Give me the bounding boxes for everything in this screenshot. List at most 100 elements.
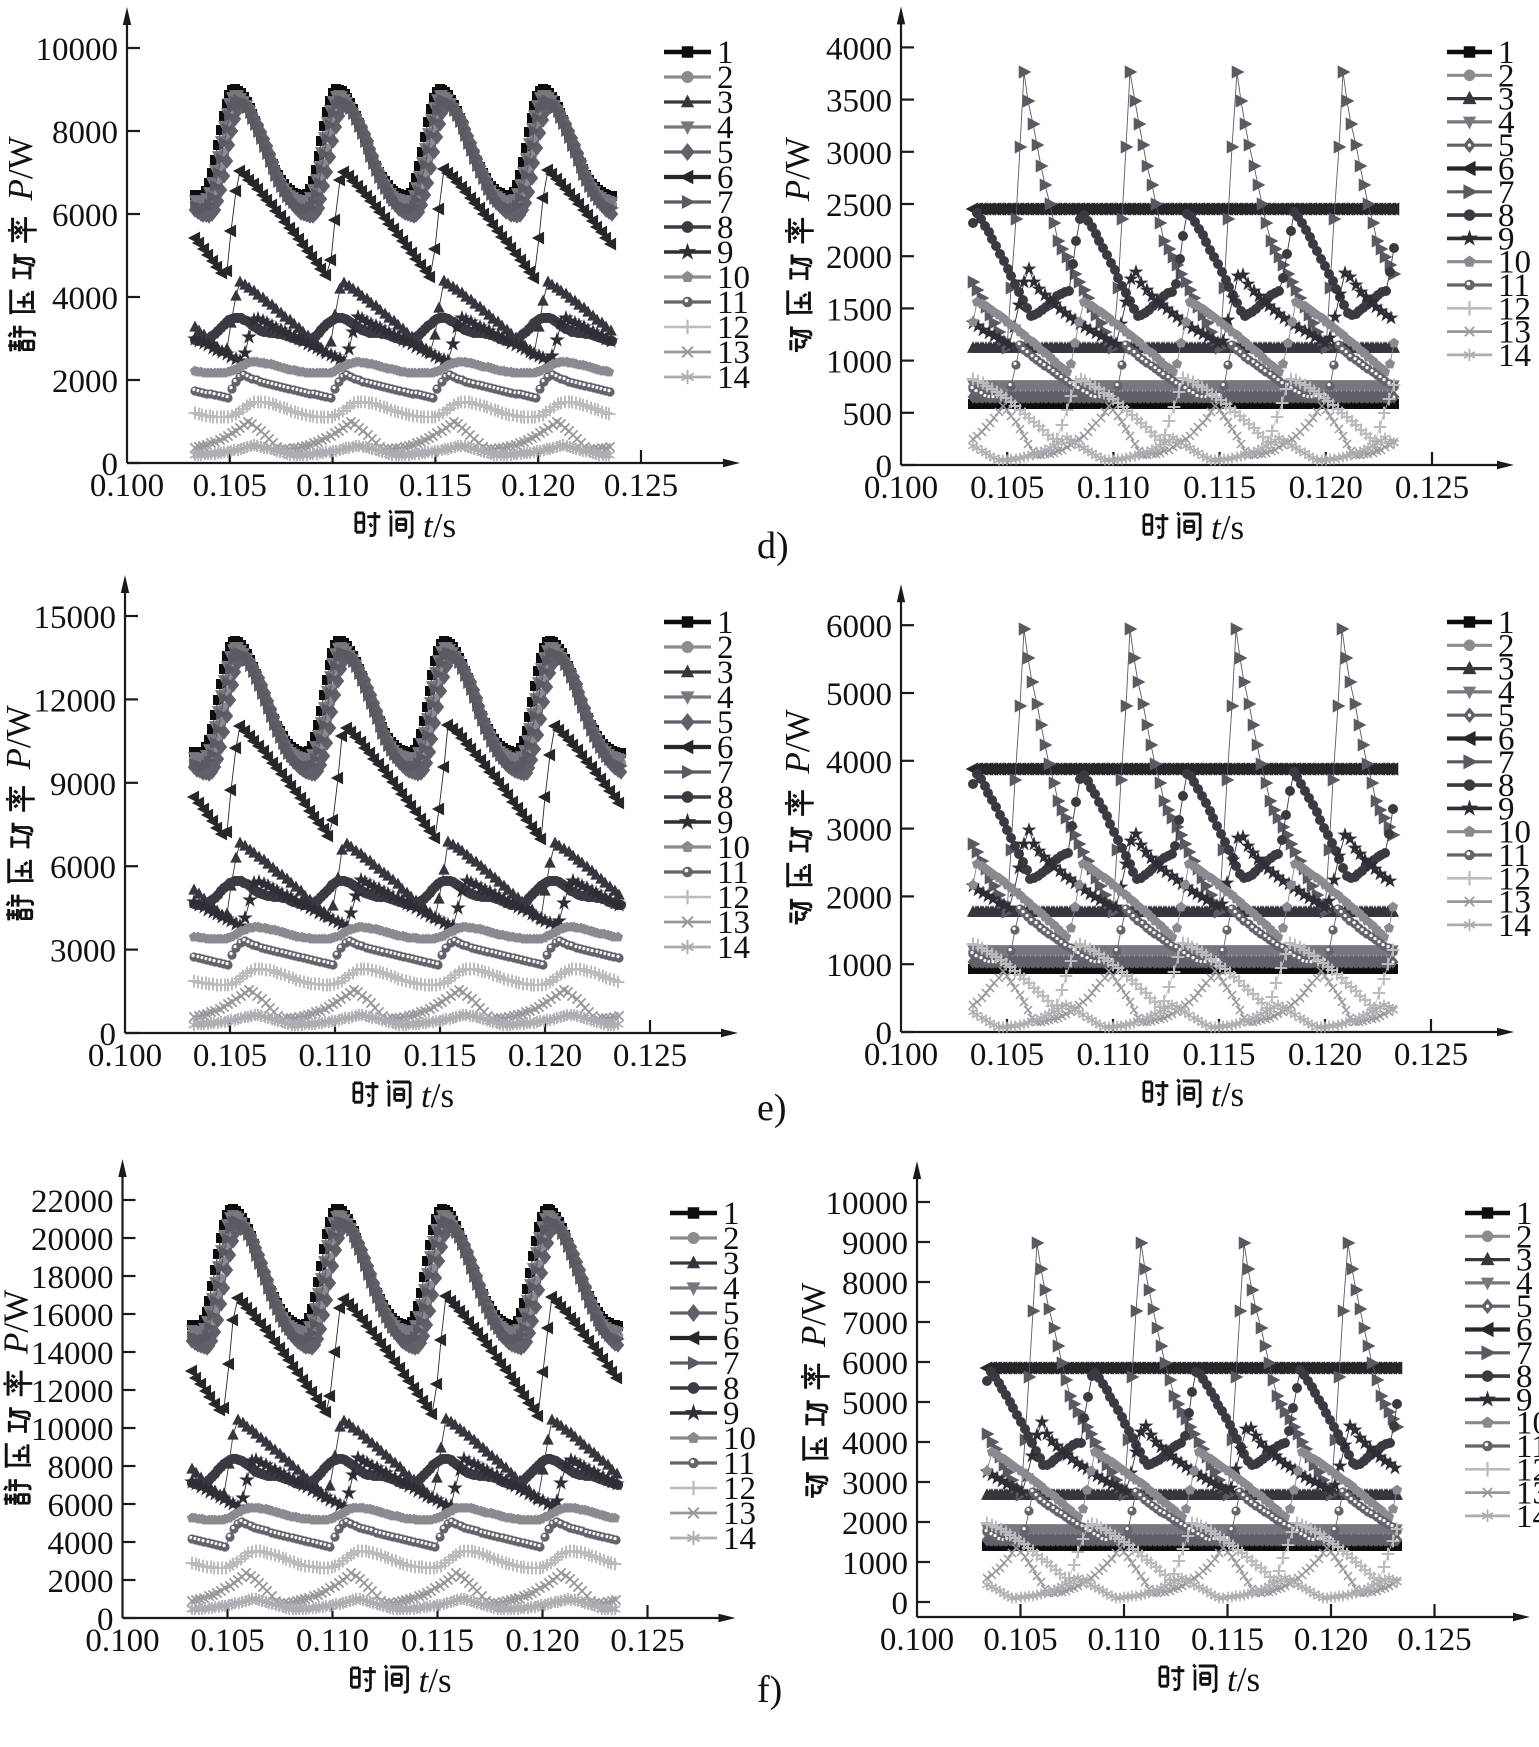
svg-text:11: 11 <box>717 855 749 891</box>
svg-text:14: 14 <box>1498 908 1531 944</box>
svg-text:0: 0 <box>102 447 119 483</box>
svg-text:10: 10 <box>723 1421 756 1457</box>
svg-text:500: 500 <box>843 397 893 433</box>
svg-text:7: 7 <box>1498 745 1515 781</box>
svg-text:0.105: 0.105 <box>193 1038 267 1074</box>
svg-text:13: 13 <box>1498 885 1531 921</box>
svg-text:0.115: 0.115 <box>401 1623 474 1659</box>
svg-text:1: 1 <box>717 35 734 71</box>
svg-text:1500: 1500 <box>826 292 892 328</box>
svg-text:0.120: 0.120 <box>508 1038 582 1074</box>
svg-text:2: 2 <box>717 60 734 96</box>
svg-text:10: 10 <box>717 260 750 296</box>
svg-text:6000: 6000 <box>48 1488 114 1524</box>
svg-text:10: 10 <box>1498 245 1531 281</box>
svg-text:11: 11 <box>1498 838 1530 874</box>
svg-text:P/W: P/W <box>794 1283 833 1348</box>
svg-text:13: 13 <box>723 1496 756 1532</box>
svg-text:0.100: 0.100 <box>90 468 164 504</box>
svg-text:9: 9 <box>1498 221 1515 257</box>
svg-text:0.120: 0.120 <box>501 468 575 504</box>
svg-text:0.105: 0.105 <box>970 1037 1044 1073</box>
svg-text:8: 8 <box>1498 198 1515 234</box>
svg-text:12: 12 <box>1498 291 1531 327</box>
svg-text:10000: 10000 <box>31 1412 114 1448</box>
svg-text:2: 2 <box>1498 58 1515 94</box>
svg-text:8000: 8000 <box>842 1266 908 1302</box>
svg-text:0: 0 <box>892 1586 909 1622</box>
svg-text:1000: 1000 <box>826 948 892 984</box>
svg-text:0.115: 0.115 <box>1183 470 1256 506</box>
svg-text:t/s: t/s <box>1227 1660 1260 1699</box>
svg-text:5: 5 <box>717 705 734 741</box>
svg-text:0.100: 0.100 <box>864 470 938 506</box>
svg-text:2000: 2000 <box>842 1506 908 1542</box>
svg-text:1: 1 <box>1498 605 1515 641</box>
svg-text:8000: 8000 <box>52 115 118 151</box>
svg-text:13: 13 <box>717 905 750 941</box>
svg-text:1: 1 <box>1498 35 1515 71</box>
svg-text:18000: 18000 <box>31 1260 114 1296</box>
svg-text:9: 9 <box>723 1396 740 1432</box>
svg-text:6000: 6000 <box>50 850 116 886</box>
svg-text:12000: 12000 <box>34 683 117 719</box>
svg-text:0.110: 0.110 <box>1077 470 1150 506</box>
svg-text:12: 12 <box>723 1471 756 1507</box>
svg-text:4000: 4000 <box>826 745 892 781</box>
svg-text:4: 4 <box>1516 1266 1533 1302</box>
svg-text:P/W: P/W <box>778 137 817 202</box>
svg-text:0.105: 0.105 <box>970 470 1044 506</box>
svg-text:5: 5 <box>723 1296 740 1332</box>
svg-text:5: 5 <box>1516 1289 1533 1325</box>
svg-text:9: 9 <box>717 805 734 841</box>
svg-text:6: 6 <box>723 1321 740 1357</box>
svg-text:10: 10 <box>717 830 750 866</box>
svg-text:5: 5 <box>717 135 734 171</box>
svg-text:10000: 10000 <box>826 1186 909 1222</box>
svg-text:1000: 1000 <box>842 1546 908 1582</box>
svg-text:0.105: 0.105 <box>983 1622 1057 1658</box>
svg-text:t/s: t/s <box>1211 508 1244 547</box>
svg-text:P/W: P/W <box>778 709 817 774</box>
svg-text:12: 12 <box>1516 1452 1539 1488</box>
svg-text:1: 1 <box>717 605 734 641</box>
svg-text:9000: 9000 <box>50 767 116 803</box>
svg-text:7000: 7000 <box>842 1306 908 1342</box>
svg-text:0: 0 <box>876 1016 893 1052</box>
svg-text:12: 12 <box>1498 861 1531 897</box>
svg-text:15000: 15000 <box>34 600 117 636</box>
svg-text:6: 6 <box>1516 1313 1533 1349</box>
svg-text:0.115: 0.115 <box>1182 1037 1255 1073</box>
svg-text:9000: 9000 <box>842 1226 908 1262</box>
svg-text:3: 3 <box>717 85 734 121</box>
svg-text:11: 11 <box>1516 1429 1539 1465</box>
svg-text:3000: 3000 <box>50 934 116 970</box>
svg-text:6: 6 <box>717 730 734 766</box>
svg-text:8: 8 <box>717 780 734 816</box>
svg-text:6000: 6000 <box>826 609 892 645</box>
svg-text:3: 3 <box>723 1246 740 1282</box>
svg-text:2: 2 <box>1516 1219 1533 1255</box>
svg-text:f): f) <box>757 1669 782 1711</box>
svg-text:8000: 8000 <box>48 1450 114 1486</box>
svg-text:14000: 14000 <box>31 1336 114 1372</box>
svg-text:0.120: 0.120 <box>505 1623 579 1659</box>
svg-text:8: 8 <box>1516 1359 1533 1395</box>
svg-text:6: 6 <box>1498 722 1515 758</box>
svg-text:0.105: 0.105 <box>193 468 267 504</box>
svg-text:4: 4 <box>723 1271 740 1307</box>
svg-text:3: 3 <box>1516 1243 1533 1279</box>
svg-text:5000: 5000 <box>826 677 892 713</box>
svg-text:7: 7 <box>1498 175 1515 211</box>
svg-text:0.120: 0.120 <box>1289 470 1363 506</box>
svg-text:9: 9 <box>717 235 734 271</box>
svg-text:7: 7 <box>717 755 734 791</box>
svg-text:6000: 6000 <box>52 198 118 234</box>
svg-text:16000: 16000 <box>31 1298 114 1334</box>
svg-text:t/s: t/s <box>421 1076 454 1115</box>
svg-text:e): e) <box>757 1087 787 1129</box>
svg-text:6: 6 <box>717 160 734 196</box>
svg-text:0.100: 0.100 <box>85 1623 159 1659</box>
svg-text:2: 2 <box>723 1221 740 1257</box>
svg-text:t/s: t/s <box>423 506 456 545</box>
